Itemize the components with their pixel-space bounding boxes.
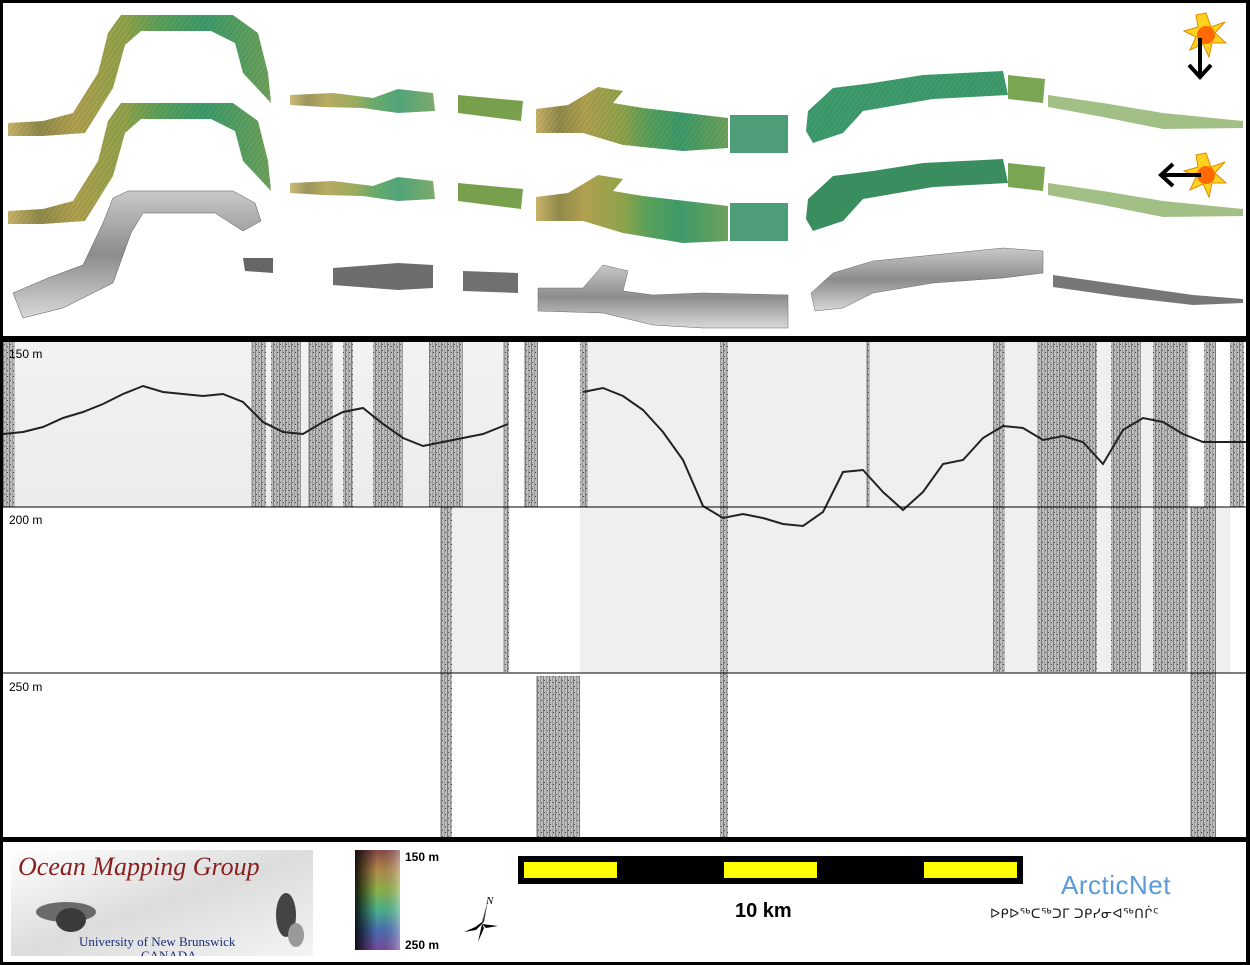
scale-bar	[518, 856, 1023, 884]
arcticnet-logo: ArcticNet	[1061, 870, 1171, 900]
scale-bar-label: 10 km	[735, 900, 792, 922]
seabed-reflector-east	[582, 386, 1246, 528]
seabed-reflector	[3, 384, 509, 448]
swath-mosaic-map	[8, 12, 1243, 329]
sun-icon	[1182, 152, 1228, 199]
ocean-mapping-group-logo: Ocean Mapping Group University of New Br…	[11, 850, 313, 956]
arcticnet-inuktitut-text: ᐅᑭᐅᖅᑕᖅᑐᒥ ᑐᑭᓯᓂᐊᖅᑎᒌᑦ	[990, 906, 1160, 921]
colorbar-bottom-label: 250 m	[405, 938, 440, 952]
logo-title: Ocean Mapping Group	[18, 852, 260, 881]
logo-country: CANADA	[141, 948, 197, 956]
depth-colorbar	[355, 850, 400, 950]
sun-icon	[1182, 12, 1228, 59]
swath-row-2	[8, 103, 1243, 243]
depth-label-250: 250 m	[9, 680, 43, 694]
north-arrow-icon: N	[464, 895, 498, 942]
profile-section	[3, 342, 1246, 837]
swath-row-3-backscatter	[12, 190, 1243, 329]
swath-row-1	[8, 15, 1243, 153]
depth-label-150: 150 m	[9, 347, 43, 361]
subbottom-profile-panel: 150 m 200 m 250 m	[3, 342, 1246, 837]
legend-panel: Ocean Mapping Group University of New Br…	[3, 842, 1246, 962]
depth-label-200: 200 m	[9, 513, 43, 527]
north-label: N	[485, 895, 494, 907]
arrow-down-icon	[1187, 38, 1213, 80]
arrow-left-icon	[1158, 162, 1201, 188]
logo-relief-image	[11, 850, 313, 956]
logo-university: University of New Brunswick	[79, 934, 236, 949]
colorbar-top-label: 150 m	[405, 850, 440, 864]
swath-mosaic-panel	[3, 3, 1246, 336]
